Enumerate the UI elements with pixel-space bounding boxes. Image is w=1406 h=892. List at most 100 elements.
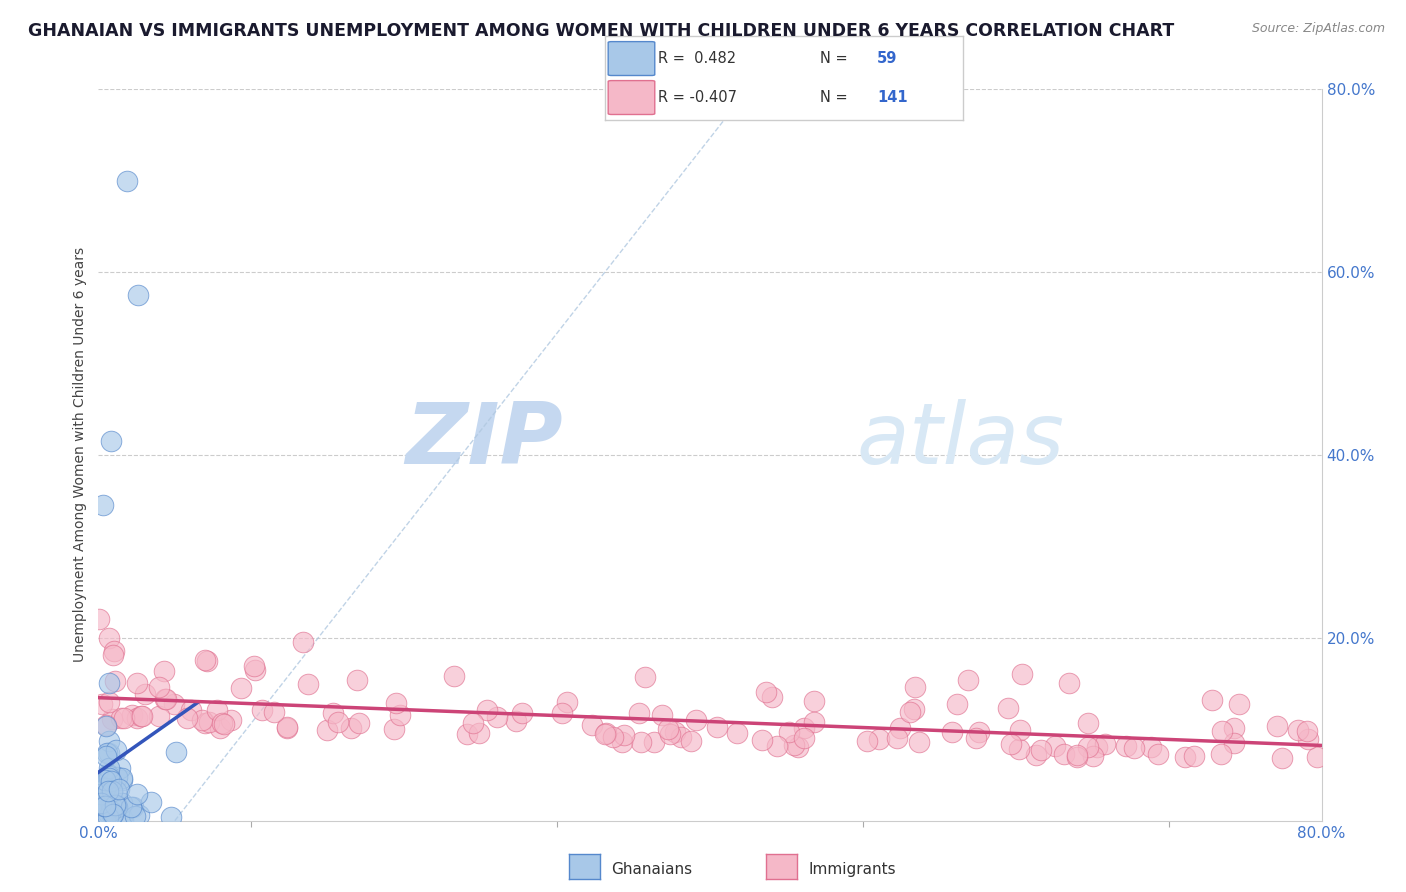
Point [669, 731, 692, 745]
Point [664, 724, 686, 739]
Text: atlas: atlas [856, 399, 1064, 482]
Point [945, 697, 967, 711]
Point [128, 807, 150, 822]
Point [685, 713, 707, 727]
Point [1211, 723, 1233, 738]
Point [127, 288, 149, 302]
Text: ZIP: ZIP [405, 399, 564, 482]
Point [328, 715, 350, 730]
Point [89, 778, 111, 792]
Point [1007, 742, 1029, 756]
Text: 59: 59 [877, 51, 897, 66]
Point [101, 712, 124, 726]
Point [593, 727, 616, 741]
FancyBboxPatch shape [609, 80, 655, 114]
Point [551, 706, 574, 721]
Point [725, 726, 748, 740]
Point [456, 726, 478, 740]
Point [97, 784, 120, 798]
Point [231, 681, 253, 696]
Point [322, 706, 344, 721]
Text: R =  0.482: R = 0.482 [658, 51, 737, 66]
Point [765, 739, 787, 754]
Point [467, 726, 489, 740]
Point [111, 771, 134, 785]
Point [131, 709, 153, 723]
Point [1053, 747, 1076, 761]
Point [1000, 737, 1022, 751]
Point [191, 713, 214, 727]
Point [94, 749, 117, 764]
Point [956, 673, 979, 688]
Point [1008, 723, 1031, 738]
FancyBboxPatch shape [609, 42, 655, 76]
Point [101, 648, 124, 662]
Point [1306, 750, 1329, 764]
Point [1209, 747, 1232, 761]
Point [1025, 748, 1047, 763]
Point [94, 773, 117, 788]
Point [263, 705, 285, 719]
Point [505, 714, 527, 728]
Point [104, 797, 127, 812]
Point [761, 690, 783, 704]
Point [90, 796, 112, 810]
Point [104, 784, 127, 798]
Point [1066, 747, 1088, 762]
Point [461, 715, 484, 730]
Point [252, 703, 274, 717]
Point [793, 731, 815, 746]
Point [1227, 698, 1250, 712]
Point [1077, 715, 1099, 730]
Point [117, 174, 139, 188]
Point [97, 809, 120, 823]
Point [1077, 739, 1099, 754]
Point [243, 659, 266, 673]
Point [91, 498, 114, 512]
Point [111, 796, 134, 810]
Point [100, 797, 122, 812]
Point [904, 680, 927, 694]
Point [443, 668, 465, 682]
Point [125, 711, 148, 725]
Point [751, 733, 773, 747]
Point [1115, 739, 1137, 753]
Point [194, 715, 217, 730]
Point [477, 703, 499, 717]
Point [581, 718, 603, 732]
Point [100, 804, 122, 818]
Point [97, 746, 120, 760]
Point [997, 700, 1019, 714]
Point [510, 706, 533, 720]
Point [97, 766, 120, 780]
Point [856, 733, 879, 747]
Point [346, 673, 368, 687]
Point [340, 721, 363, 735]
Point [124, 808, 146, 822]
Text: GHANAIAN VS IMMIGRANTS UNEMPLOYMENT AMONG WOMEN WITH CHILDREN UNDER 6 YEARS CORR: GHANAIAN VS IMMIGRANTS UNEMPLOYMENT AMON… [28, 22, 1174, 40]
Point [602, 730, 624, 744]
Point [91, 780, 114, 795]
Point [96, 718, 118, 732]
Point [111, 813, 134, 827]
Point [111, 772, 134, 787]
Point [110, 711, 132, 725]
Point [1085, 740, 1108, 755]
Text: Source: ZipAtlas.com: Source: ZipAtlas.com [1251, 22, 1385, 36]
Point [211, 715, 233, 730]
Point [97, 761, 120, 775]
Point [1147, 747, 1170, 761]
Point [889, 721, 911, 735]
Point [786, 739, 808, 754]
Point [94, 798, 117, 813]
Point [121, 708, 143, 723]
Point [1081, 749, 1104, 764]
Point [97, 676, 120, 690]
Point [965, 731, 987, 745]
Text: N =: N = [820, 90, 848, 105]
Point [129, 708, 152, 723]
Point [94, 782, 117, 797]
Point [1286, 723, 1309, 737]
Point [155, 691, 177, 706]
Point [276, 720, 298, 734]
